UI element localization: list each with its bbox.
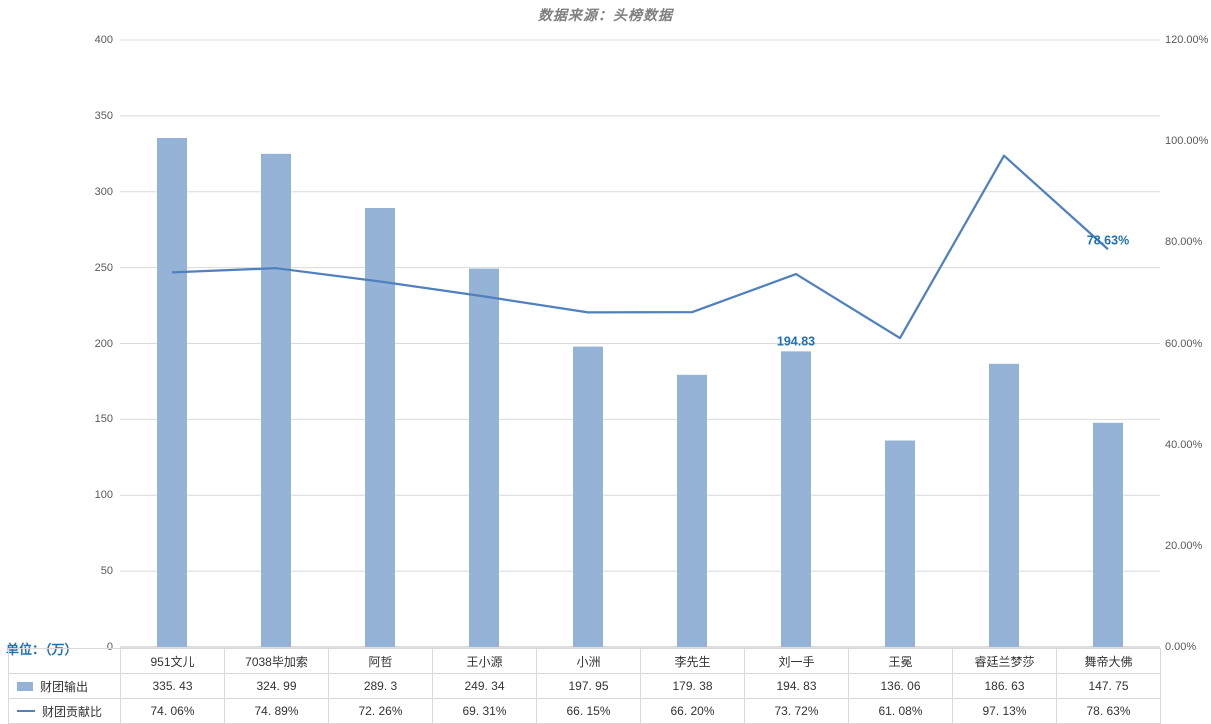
bar-阿哲[interactable] (365, 207, 395, 647)
bar-951文儿[interactable] (157, 137, 187, 647)
unit-label: 单位：（万） (6, 642, 78, 657)
category-cell: 刘一手 (745, 649, 849, 674)
left-axis-tick: 0 (106, 641, 113, 653)
value-cell: 78. 63% (1057, 699, 1161, 724)
series-name-label: 财团输出 (40, 679, 89, 694)
category-cell: 王小源 (433, 649, 537, 674)
data-label: 78.63% (1087, 233, 1129, 247)
line-legend-swatch (17, 710, 35, 712)
value-cell: 194. 83 (745, 674, 849, 699)
left-axis-tick: 50 (100, 565, 113, 578)
right-axis-tick: 40.00% (1165, 438, 1203, 451)
value-cell: 73. 72% (745, 699, 849, 724)
table-corner-cell (9, 649, 121, 674)
bar-舞帝大佛[interactable] (1093, 422, 1123, 647)
left-axis-tick: 400 (94, 34, 113, 46)
bar-李先生[interactable] (677, 374, 707, 647)
value-cell: 186. 63 (953, 674, 1057, 699)
value-cell: 335. 43 (121, 674, 225, 699)
left-axis-tick: 350 (94, 109, 113, 122)
category-cell: 睿廷兰梦莎 (953, 649, 1057, 674)
value-cell: 136. 06 (849, 674, 953, 699)
right-axis-tick: 0.00% (1165, 641, 1197, 653)
right-axis-tick: 20.00% (1165, 539, 1203, 552)
right-axis-tick: 80.00% (1165, 236, 1203, 249)
value-cell: 289. 3 (329, 674, 433, 699)
value-cell: 249. 34 (433, 674, 537, 699)
bar-7038毕加索[interactable] (261, 153, 291, 647)
data-table: 951文儿 7038毕加索 阿哲 王小源 小洲 李先生 刘一手 王冕 睿廷兰梦莎 舞帝大佛财团输出… (8, 648, 1161, 724)
category-cell: 小洲 (537, 649, 641, 674)
right-axis-tick: 120.00% (1165, 34, 1209, 46)
value-cell: 66. 15% (537, 699, 641, 724)
value-cell: 74. 89% (225, 699, 329, 724)
series-name-label: 财团贡献比 (42, 704, 103, 719)
bar-王冕[interactable] (885, 440, 915, 647)
data-label: 194.83 (777, 334, 815, 348)
value-cell: 97. 13% (953, 699, 1057, 724)
category-cell: 李先生 (641, 649, 745, 674)
value-cell: 72. 26% (329, 699, 433, 724)
value-cell: 61. 08% (849, 699, 953, 724)
left-axis-tick: 250 (94, 261, 113, 274)
bar-legend-swatch (17, 681, 33, 691)
legend-row-header: 财团贡献比 (9, 699, 121, 724)
value-cell: 66. 20% (641, 699, 745, 724)
contribution-ratio-line[interactable] (171, 154, 1109, 340)
bar-刘一手[interactable] (781, 351, 811, 647)
left-axis-tick: 150 (94, 413, 113, 426)
category-cell: 951文儿 (121, 649, 225, 674)
bar-小洲[interactable] (573, 346, 603, 647)
right-axis-tick: 100.00% (1165, 135, 1209, 148)
left-axis-tick: 300 (94, 185, 113, 198)
category-cell: 王冕 (849, 649, 953, 674)
value-cell: 179. 38 (641, 674, 745, 699)
chart-title: 数据来源：头榜数据 (538, 7, 673, 23)
category-cell: 7038毕加索 (225, 649, 329, 674)
value-cell: 69. 31% (433, 699, 537, 724)
bar-睿廷兰梦莎[interactable] (989, 363, 1019, 647)
left-axis-tick: 200 (94, 337, 113, 350)
bar-王小源[interactable] (469, 268, 499, 647)
legend-row-header: 财团输出 (9, 674, 121, 699)
left-axis-tick: 100 (94, 489, 113, 502)
value-cell: 147. 75 (1057, 674, 1161, 699)
value-cell: 74. 06% (121, 699, 225, 724)
category-cell: 阿哲 (329, 649, 433, 674)
value-cell: 197. 95 (537, 674, 641, 699)
right-axis-tick: 60.00% (1165, 337, 1203, 350)
category-cell: 舞帝大佛 (1057, 649, 1161, 674)
value-cell: 324. 99 (225, 674, 329, 699)
